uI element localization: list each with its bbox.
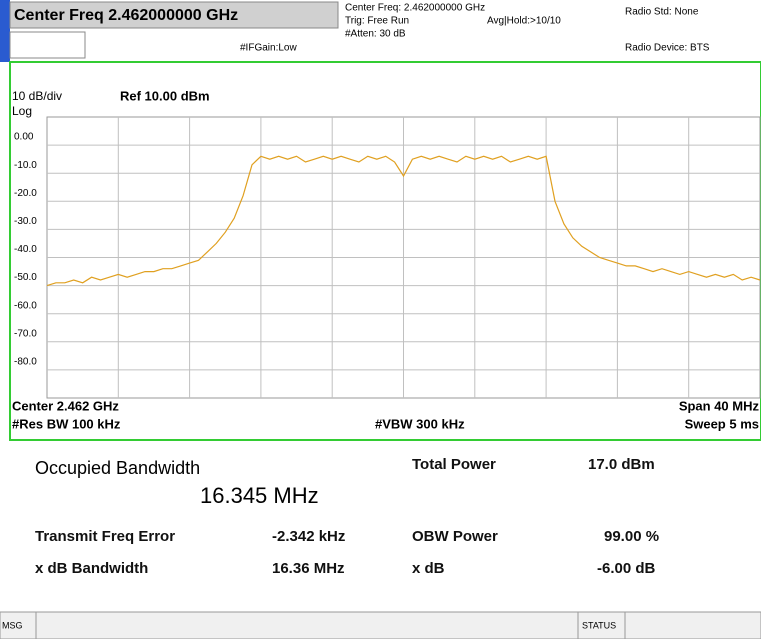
avg-hold: Avg|Hold:>10/10 — [487, 16, 561, 27]
if-gain: #IFGain:Low — [240, 43, 297, 54]
freq-error-label: Transmit Freq Error — [35, 528, 175, 545]
scale: 10 dB/div — [12, 89, 62, 103]
status: STATUS — [582, 620, 616, 630]
obw-power-value: 99.00 % — [604, 528, 659, 545]
msg: MSG — [2, 620, 23, 630]
y-tick-label: -70.0 — [14, 328, 37, 339]
y-tick-label: -50.0 — [14, 272, 37, 283]
center-freq: Center Freq 2.462000000 GHz — [14, 7, 238, 24]
atten: #Atten: 30 dB — [345, 29, 406, 40]
y-tick-label: -80.0 — [14, 357, 37, 368]
xdb-bw-value: 16.36 MHz — [272, 560, 345, 577]
obw-value: 16.345 MHz — [200, 483, 319, 508]
radio-device: Radio Device: BTS — [625, 43, 710, 54]
span: Span 40 MHz — [679, 398, 760, 413]
trig: Trig: Free Run — [345, 16, 409, 27]
xdb-bw-label: x dB Bandwidth — [35, 560, 148, 577]
center: Center 2.462 GHz — [12, 398, 119, 413]
obw-power-label: OBW Power — [412, 528, 498, 545]
xdb-label: x dB — [412, 560, 445, 577]
xdb-value: -6.00 dB — [597, 560, 656, 577]
y-tick-label: -10.0 — [14, 160, 37, 171]
ref-level: Ref 10.00 dBm — [120, 88, 210, 103]
total-power-value: 17.0 dBm — [588, 456, 655, 473]
y-tick-label: -20.0 — [14, 188, 37, 199]
vbw: #VBW 300 kHz — [375, 416, 465, 431]
side-strip — [0, 0, 10, 62]
y-tick-label: -30.0 — [14, 216, 37, 227]
center-freq-info: Center Freq: 2.462000000 GHz — [345, 3, 485, 14]
entry-box[interactable] — [9, 31, 86, 59]
obw-label: Occupied Bandwidth — [35, 458, 200, 478]
res-bw: #Res BW 100 kHz — [12, 416, 121, 431]
status-bar — [0, 611, 761, 639]
freq-error-value: -2.342 kHz — [272, 528, 345, 545]
center-freq-box[interactable] — [9, 1, 339, 29]
radio-std: Radio Std: None — [625, 7, 699, 18]
y-tick-label: -60.0 — [14, 300, 37, 311]
y-tick-label: 0.00 — [14, 132, 34, 143]
total-power-label: Total Power — [412, 456, 496, 473]
y-tick-label: -40.0 — [14, 244, 37, 255]
scale-type: Log — [12, 104, 32, 118]
sweep: Sweep 5 ms — [685, 416, 759, 431]
trace — [46, 155, 761, 287]
